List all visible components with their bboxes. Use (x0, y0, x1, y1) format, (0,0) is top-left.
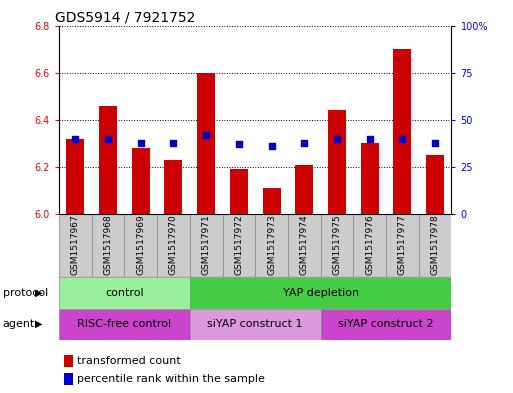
Text: transformed count: transformed count (77, 356, 181, 366)
Text: GSM1517970: GSM1517970 (169, 214, 178, 275)
FancyBboxPatch shape (321, 214, 353, 277)
Bar (426, 155, 444, 214)
FancyBboxPatch shape (92, 214, 124, 277)
Point (104, 136, 112, 142)
Bar (132, 148, 150, 214)
Point (136, 140, 145, 146)
Bar (328, 110, 346, 214)
Text: GSM1517971: GSM1517971 (202, 214, 211, 275)
Text: GSM1517975: GSM1517975 (332, 214, 342, 275)
Text: GSM1517969: GSM1517969 (136, 214, 145, 275)
FancyBboxPatch shape (124, 214, 157, 277)
Text: GSM1517976: GSM1517976 (365, 214, 374, 275)
Text: GSM1517968: GSM1517968 (104, 214, 112, 275)
Point (267, 143, 275, 149)
FancyBboxPatch shape (223, 214, 255, 277)
Bar (59, 309, 190, 340)
Text: ▶: ▶ (35, 319, 43, 329)
Bar (321, 309, 451, 340)
Point (333, 136, 341, 142)
FancyBboxPatch shape (419, 214, 451, 277)
Text: siYAP construct 2: siYAP construct 2 (338, 319, 434, 329)
Bar (165, 160, 183, 214)
FancyBboxPatch shape (353, 214, 386, 277)
Bar (361, 143, 379, 214)
FancyBboxPatch shape (190, 214, 223, 277)
Text: GSM1517967: GSM1517967 (71, 214, 80, 275)
Text: agent: agent (3, 319, 35, 329)
Text: percentile rank within the sample: percentile rank within the sample (77, 374, 265, 384)
Point (202, 132, 210, 138)
Bar (393, 49, 411, 214)
Text: GSM1517978: GSM1517978 (430, 214, 440, 275)
FancyBboxPatch shape (255, 214, 288, 277)
FancyBboxPatch shape (59, 214, 92, 277)
Text: GSM1517972: GSM1517972 (234, 214, 243, 275)
Point (366, 136, 374, 142)
Bar (190, 277, 451, 309)
Point (398, 136, 406, 142)
Bar (99, 106, 117, 214)
Text: YAP depletion: YAP depletion (283, 288, 359, 298)
Bar (263, 188, 281, 214)
Text: protocol: protocol (3, 288, 48, 298)
FancyBboxPatch shape (288, 214, 321, 277)
Bar (59, 277, 190, 309)
Bar (66, 139, 84, 214)
Text: GSM1517977: GSM1517977 (398, 214, 407, 275)
Point (431, 140, 439, 146)
Text: GSM1517973: GSM1517973 (267, 214, 276, 275)
Text: ▶: ▶ (35, 288, 43, 298)
Text: siYAP construct 1: siYAP construct 1 (207, 319, 303, 329)
Bar (230, 169, 248, 214)
Point (235, 141, 243, 147)
Point (169, 140, 177, 146)
FancyBboxPatch shape (386, 214, 419, 277)
Bar (197, 73, 215, 214)
Text: RISC-free control: RISC-free control (77, 319, 171, 329)
Bar (295, 165, 313, 214)
Point (71, 136, 80, 142)
Text: control: control (105, 288, 144, 298)
Bar (190, 309, 321, 340)
Text: GDS5914 / 7921752: GDS5914 / 7921752 (55, 10, 195, 24)
Point (300, 140, 308, 146)
Text: GSM1517974: GSM1517974 (300, 214, 309, 275)
FancyBboxPatch shape (157, 214, 190, 277)
